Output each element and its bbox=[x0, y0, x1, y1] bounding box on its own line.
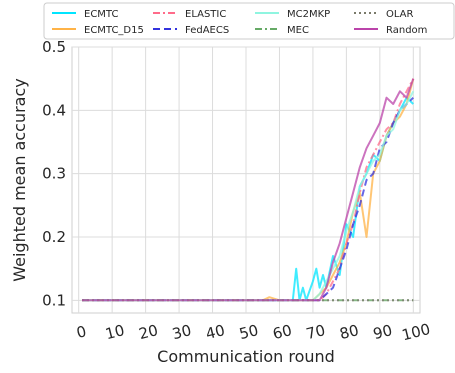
y-axis-label: Weighted mean accuracy bbox=[10, 78, 29, 281]
legend-label: OLAR bbox=[386, 9, 414, 20]
x-axis-label: Communication round bbox=[157, 347, 335, 366]
x-tick-label: 70 bbox=[304, 321, 327, 343]
x-axis-ticks: 0 10 20 30 40 50 60 70 80 90 100 bbox=[75, 320, 432, 344]
legend-label: MEC bbox=[287, 25, 309, 36]
legend-frame bbox=[43, 2, 455, 40]
x-tick-label: 0 bbox=[75, 322, 89, 342]
y-tick-label: 0.5 bbox=[42, 38, 66, 56]
legend-label: Random bbox=[386, 25, 427, 36]
legend-label: ECMTC bbox=[84, 9, 118, 20]
x-tick-label: 90 bbox=[371, 321, 394, 343]
legend-label: ELASTIC bbox=[185, 9, 226, 20]
x-tick-label: 20 bbox=[137, 321, 160, 343]
series-layer bbox=[82, 78, 415, 302]
y-tick-label: 0.1 bbox=[42, 291, 66, 309]
x-tick-label: 80 bbox=[338, 321, 361, 343]
x-tick-label: 40 bbox=[204, 321, 227, 343]
legend-label: FedAECS bbox=[185, 25, 229, 36]
legend-label: MC2MKP bbox=[287, 9, 330, 20]
y-tick-label: 0.4 bbox=[42, 101, 66, 119]
x-tick-label: 50 bbox=[237, 321, 260, 343]
legend: ECMTC ECMTC_D15 ELASTIC FedAECS MC2MKP MEC OLA… bbox=[43, 2, 455, 40]
x-tick-label: 100 bbox=[400, 320, 432, 344]
series-line-random bbox=[82, 78, 415, 302]
y-axis-ticks: 0.1 0.2 0.3 0.4 0.5 bbox=[42, 38, 66, 309]
y-tick-label: 0.2 bbox=[42, 228, 66, 246]
x-tick-label: 30 bbox=[170, 321, 193, 343]
y-tick-label: 0.3 bbox=[42, 165, 66, 183]
series-line-mc2mkp bbox=[82, 90, 415, 302]
x-tick-label: 10 bbox=[104, 321, 127, 343]
grid-lines bbox=[72, 46, 420, 313]
legend-label: ECMTC_D15 bbox=[84, 25, 144, 36]
x-tick-label: 60 bbox=[271, 321, 294, 343]
